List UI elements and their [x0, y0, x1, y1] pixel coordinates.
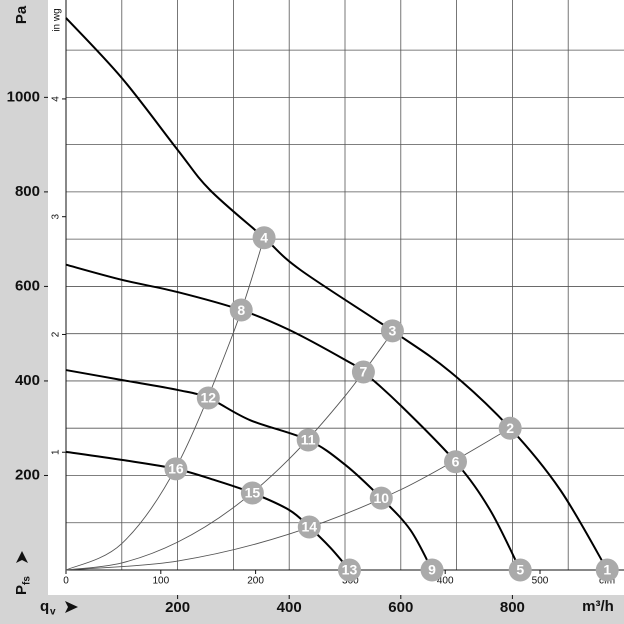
operating-point [229, 298, 253, 322]
operating-point-label: 6 [452, 453, 460, 469]
operating-point [420, 558, 444, 582]
operating-point [498, 416, 522, 440]
operating-point-label: 7 [360, 364, 368, 380]
y-tick-label: 600 [15, 277, 40, 294]
x-symbol-sub: v [50, 607, 56, 618]
y-tick-label: 1000 [7, 88, 40, 105]
x-tick-label: 400 [277, 599, 302, 616]
operating-point-label: 1 [603, 562, 611, 578]
y-tick-label: 200 [15, 466, 40, 483]
operating-point-label: 16 [168, 461, 184, 477]
operating-point-label: 3 [389, 323, 397, 339]
operating-point-label: 14 [301, 519, 317, 535]
operating-point [297, 515, 321, 539]
operating-point-label: 8 [237, 302, 245, 318]
y2-label: in wg [52, 8, 63, 31]
x2-tick-label: 100 [152, 576, 169, 587]
fan-curve [65, 17, 609, 571]
y-tick-label: 800 [15, 183, 40, 200]
y-axis-symbol: P fs [13, 551, 33, 595]
x-axis-symbol: q v [40, 598, 78, 618]
y2-tick-label: 2 [51, 331, 62, 337]
x2-tick-label: 400 [437, 576, 454, 587]
operating-point [508, 558, 532, 582]
operating-point-label: 15 [245, 485, 261, 501]
system-curve [65, 427, 511, 571]
y2-tick-label: 3 [51, 213, 62, 219]
y-tick-label: 400 [15, 372, 40, 389]
x-symbol: q [40, 598, 49, 615]
operating-point [296, 428, 320, 452]
system-curve [65, 331, 393, 571]
fan-curve [65, 369, 433, 571]
x-label: m³/h [582, 598, 614, 615]
x2-tick-label: 500 [532, 576, 549, 587]
operating-point [337, 558, 361, 582]
fan-curve [65, 263, 522, 571]
operating-point [252, 226, 276, 250]
operating-point-label: 10 [373, 490, 389, 506]
operating-point-label: 2 [506, 420, 514, 436]
x2-tick-label: 0 [63, 576, 69, 587]
operating-point [369, 486, 393, 510]
operating-point-label: 11 [301, 432, 316, 448]
operating-point-label: 5 [516, 562, 524, 578]
operating-point-label: 9 [428, 562, 436, 578]
operating-point [380, 319, 404, 343]
arrow [16, 551, 28, 563]
operating-point-label: 13 [342, 562, 358, 578]
y2-tick-label: 4 [51, 96, 62, 102]
operating-point [595, 558, 619, 582]
operating-point-label: 4 [260, 229, 268, 245]
operating-point [240, 481, 264, 505]
operating-point [443, 450, 467, 474]
arrow [65, 601, 78, 613]
x-tick-label: 600 [388, 599, 413, 616]
y-symbol-sub: fs [22, 576, 33, 585]
y-symbol: P [13, 585, 30, 595]
y-label: Pa [13, 5, 30, 24]
y2-tick-label: 1 [51, 449, 62, 455]
operating-point [196, 386, 220, 410]
x2-tick-label: 200 [247, 576, 264, 587]
operating-point [164, 457, 188, 481]
operating-point-label: 12 [201, 390, 217, 406]
x-tick-label: 800 [500, 599, 525, 616]
x-tick-label: 200 [165, 599, 190, 616]
operating-point [351, 360, 375, 384]
plot-area [48, 0, 624, 595]
